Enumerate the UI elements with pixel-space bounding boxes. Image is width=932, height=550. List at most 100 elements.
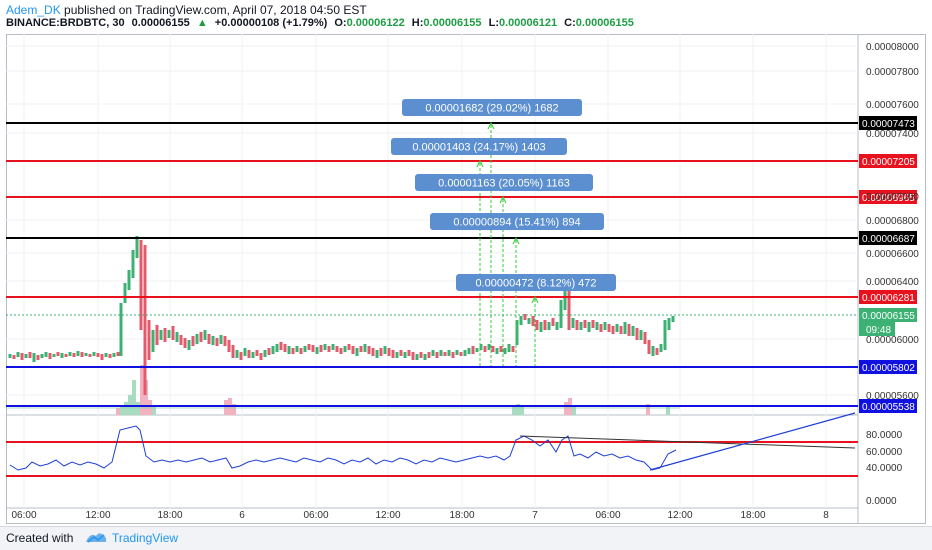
candle: [611, 326, 615, 334]
target-measure-box: [415, 174, 593, 191]
level-price-tag: [859, 231, 917, 245]
candle: [435, 352, 439, 358]
low-label: L:: [488, 17, 499, 29]
volume-bar: [224, 400, 228, 415]
volume-bar: [232, 404, 236, 415]
candle: [88, 354, 92, 357]
footer: Created with TradingView: [0, 526, 932, 550]
candle: [367, 346, 371, 354]
candle: [167, 330, 171, 338]
countdown-tag: [859, 322, 895, 336]
candle: [615, 324, 619, 332]
candle: [279, 342, 283, 350]
level-price-label: 0.00006965: [862, 193, 915, 204]
candle: [571, 318, 575, 328]
candle: [419, 352, 423, 358]
candle: [459, 352, 463, 356]
candle: [587, 322, 591, 332]
created-with-label: Created with: [6, 531, 74, 545]
candle: [183, 338, 187, 348]
candle: [639, 330, 643, 340]
candle: [439, 350, 443, 356]
level-price-tag: [859, 154, 917, 168]
publish-info: Adem_DK published on TradingView.com, Ap…: [6, 3, 367, 17]
candle: [44, 352, 48, 357]
candle: [291, 348, 295, 354]
volume-bar: [512, 406, 516, 415]
candle: [483, 346, 487, 352]
target-measure-box: [402, 99, 582, 116]
candle: [491, 346, 495, 352]
candle: [175, 332, 179, 342]
candle: [263, 350, 267, 357]
candle: [559, 300, 563, 328]
candle: [555, 322, 559, 330]
last-price: 0.00006155: [131, 17, 190, 29]
tradingview-brand-link[interactable]: TradingView: [112, 531, 179, 545]
candle: [112, 353, 116, 357]
open-value: 0.00006122: [346, 17, 405, 29]
level-price-tag: [859, 116, 917, 130]
candle: [283, 344, 287, 352]
candle: [451, 352, 455, 358]
publish-date: published on TradingView.com, April 07, …: [64, 3, 367, 17]
close-label: C:: [564, 17, 576, 29]
candle: [547, 322, 551, 330]
candle: [387, 348, 391, 356]
change-value: +0.00000108 (+1.79%): [214, 17, 328, 29]
candle: [155, 325, 159, 345]
time-tick-label: 12:00: [85, 510, 110, 521]
level-price-label: 0.00005538: [862, 402, 915, 413]
level-price-label: 0.00007205: [862, 157, 915, 168]
volume-bar: [148, 400, 152, 415]
candle: [123, 283, 127, 303]
candle: [551, 318, 555, 326]
candle: [28, 352, 32, 358]
volume-bar: [132, 380, 136, 415]
candle: [207, 334, 211, 344]
candle: [104, 353, 108, 357]
current-price-label: 0.00006155: [862, 311, 915, 322]
candle: [96, 353, 100, 357]
candle: [359, 346, 363, 352]
candle: [347, 344, 351, 350]
volume-bar: [564, 402, 568, 415]
target-arrow-head-icon: [512, 236, 520, 245]
candle: [36, 355, 40, 360]
rsi-trendline: [519, 435, 856, 449]
candle: [299, 348, 303, 354]
candle: [131, 250, 135, 278]
candle: [399, 350, 403, 356]
candle: [16, 352, 20, 357]
candle: [427, 352, 431, 358]
high-label: H:: [411, 17, 424, 29]
candle: [379, 348, 383, 356]
candle: [52, 354, 56, 357]
target-arrow-head-icon: [531, 295, 539, 304]
level-price-tag: [859, 190, 917, 204]
candle: [671, 316, 675, 322]
candle: [579, 322, 583, 330]
candle: [108, 354, 112, 358]
candle: [159, 330, 163, 340]
candle: [563, 288, 567, 310]
candle: [463, 350, 467, 356]
target-arrow-head-icon: [476, 159, 484, 168]
author-link[interactable]: Adem_DK: [6, 3, 61, 17]
candle: [599, 324, 603, 332]
price-tick-label: 0.00007400: [866, 129, 919, 140]
rsi-tick-label: 0.0000: [866, 496, 897, 507]
candle: [591, 320, 595, 328]
candle: [68, 352, 72, 356]
candle: [567, 275, 571, 330]
candle: [539, 322, 543, 332]
candle: [619, 326, 623, 334]
candle: [287, 346, 291, 354]
candle: [191, 336, 195, 346]
level-price-label: 0.00007473: [862, 119, 915, 130]
candle: [535, 320, 539, 330]
volume-bar: [666, 405, 670, 415]
candle: [623, 322, 627, 334]
chart-area[interactable]: [6, 34, 926, 524]
